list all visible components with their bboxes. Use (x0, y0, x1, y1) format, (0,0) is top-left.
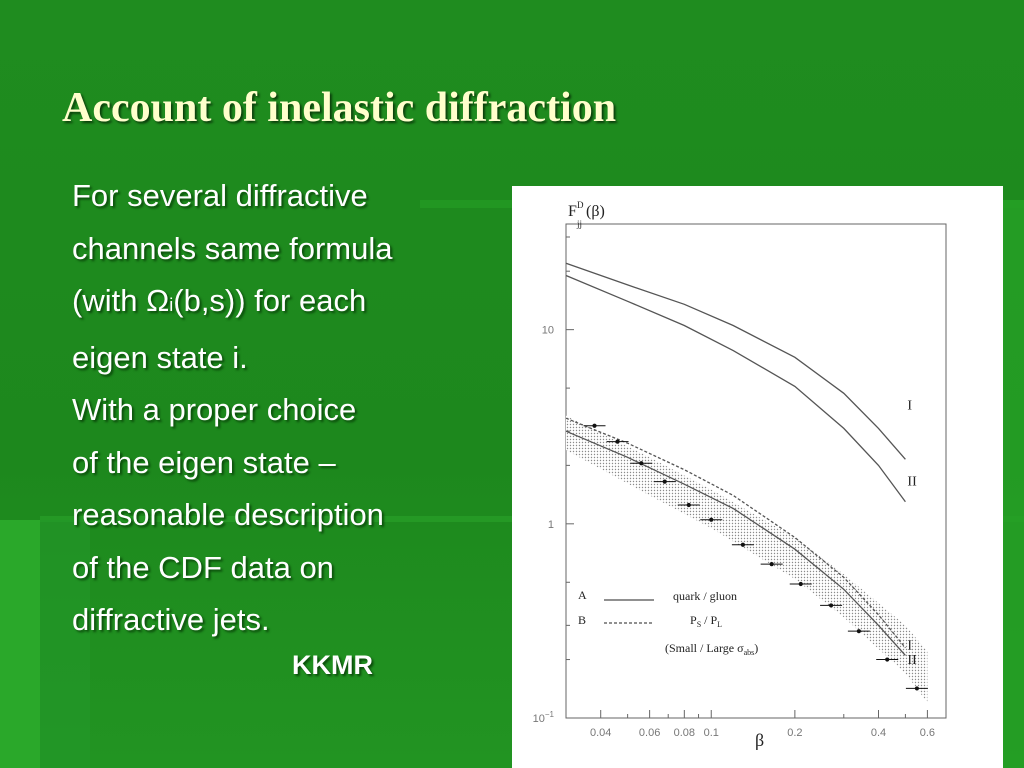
data-point-8 (798, 581, 803, 587)
x-tick-label-2: 0.08 (674, 727, 695, 739)
y-axis-label: F (568, 203, 577, 220)
x-tick-label-4: 0.2 (787, 727, 802, 739)
body-line-4: eigen state i. (72, 339, 248, 375)
y-axis-label-arg: (β) (586, 203, 605, 220)
omega-post: (b,s)) for each (173, 283, 367, 318)
y-axis-label-sub: jj (576, 219, 582, 229)
data-point-5 (709, 517, 714, 522)
body-line-8: of the CDF data on (72, 549, 334, 585)
slide-title: Account of inelastic diffraction (62, 85, 617, 131)
credit-label: KKMR (292, 650, 373, 680)
legend-text-b: PS / PL (690, 613, 722, 629)
chart-figure: 0.04 0.06 0.08 0.1 0.2 0.4 0.6 10 1 10−1 I II I II F… (512, 186, 1003, 768)
data-point-2 (639, 461, 644, 466)
legend: A quark / gluon B PS / PL (Small / Large… (578, 588, 758, 657)
decor-band-right (1003, 200, 1024, 768)
decor-band-left-inner (40, 520, 90, 768)
x-tick-label-0: 0.04 (590, 727, 611, 739)
y-tick-label-1: 1 (548, 519, 554, 531)
y-tick-label-sup-2: −1 (545, 710, 555, 719)
curve-label-2: I (907, 638, 912, 653)
curve-label-3: II (907, 653, 917, 668)
body-line-2: channels same formula (72, 230, 393, 266)
decor-band-left (0, 520, 40, 768)
shaded-band (566, 415, 928, 703)
curve-label-1: II (907, 475, 917, 490)
curve-3 (565, 417, 906, 649)
slide-body: For several diffractive channels same fo… (72, 170, 502, 647)
x-tick-label-6: 0.6 (920, 727, 935, 739)
legend-key-a: A (578, 588, 587, 602)
legend-text-a: quark / gluon (673, 589, 737, 603)
x-tick-label-1: 0.06 (639, 727, 660, 739)
body-line-9: diffractive jets. (72, 602, 270, 637)
curve-1 (565, 274, 906, 503)
body-line-1: For several diffractive (72, 178, 368, 213)
x-axis-label: β (755, 730, 764, 750)
y-axis-label-sup: D (577, 200, 584, 210)
curve-label-0: I (907, 398, 912, 413)
data-point-10 (856, 629, 861, 634)
data-point-0 (592, 423, 597, 428)
y-tick-label-0: 10 (542, 325, 554, 337)
data-point-4 (686, 502, 691, 508)
body-line-5: With a proper choice (72, 392, 357, 427)
body-line-7: reasonable description (72, 497, 384, 532)
data-point-11 (885, 657, 890, 662)
data-point-1 (615, 439, 620, 444)
data-point-9 (828, 603, 834, 608)
omega-pre: (with Ω (72, 283, 170, 318)
data-point-6 (740, 542, 745, 547)
legend-key-b: B (578, 613, 586, 627)
legend-note: (Small / Large σabs) (665, 641, 758, 657)
body-line-6: of the eigen state – (72, 444, 336, 480)
x-tick-label-3: 0.1 (704, 727, 719, 739)
curve-0 (565, 262, 906, 460)
data-point-3 (662, 479, 667, 484)
plot-frame (565, 223, 947, 719)
x-tick-label-5: 0.4 (871, 727, 886, 739)
data-point-12 (914, 686, 920, 691)
omega-sub: i (169, 295, 174, 315)
data-point-7 (769, 562, 774, 567)
body-line-omega: (with Ωi(b,s)) for each (72, 275, 502, 332)
curve-2 (565, 430, 906, 656)
y-tick-label-2: 10−1 (533, 710, 555, 725)
